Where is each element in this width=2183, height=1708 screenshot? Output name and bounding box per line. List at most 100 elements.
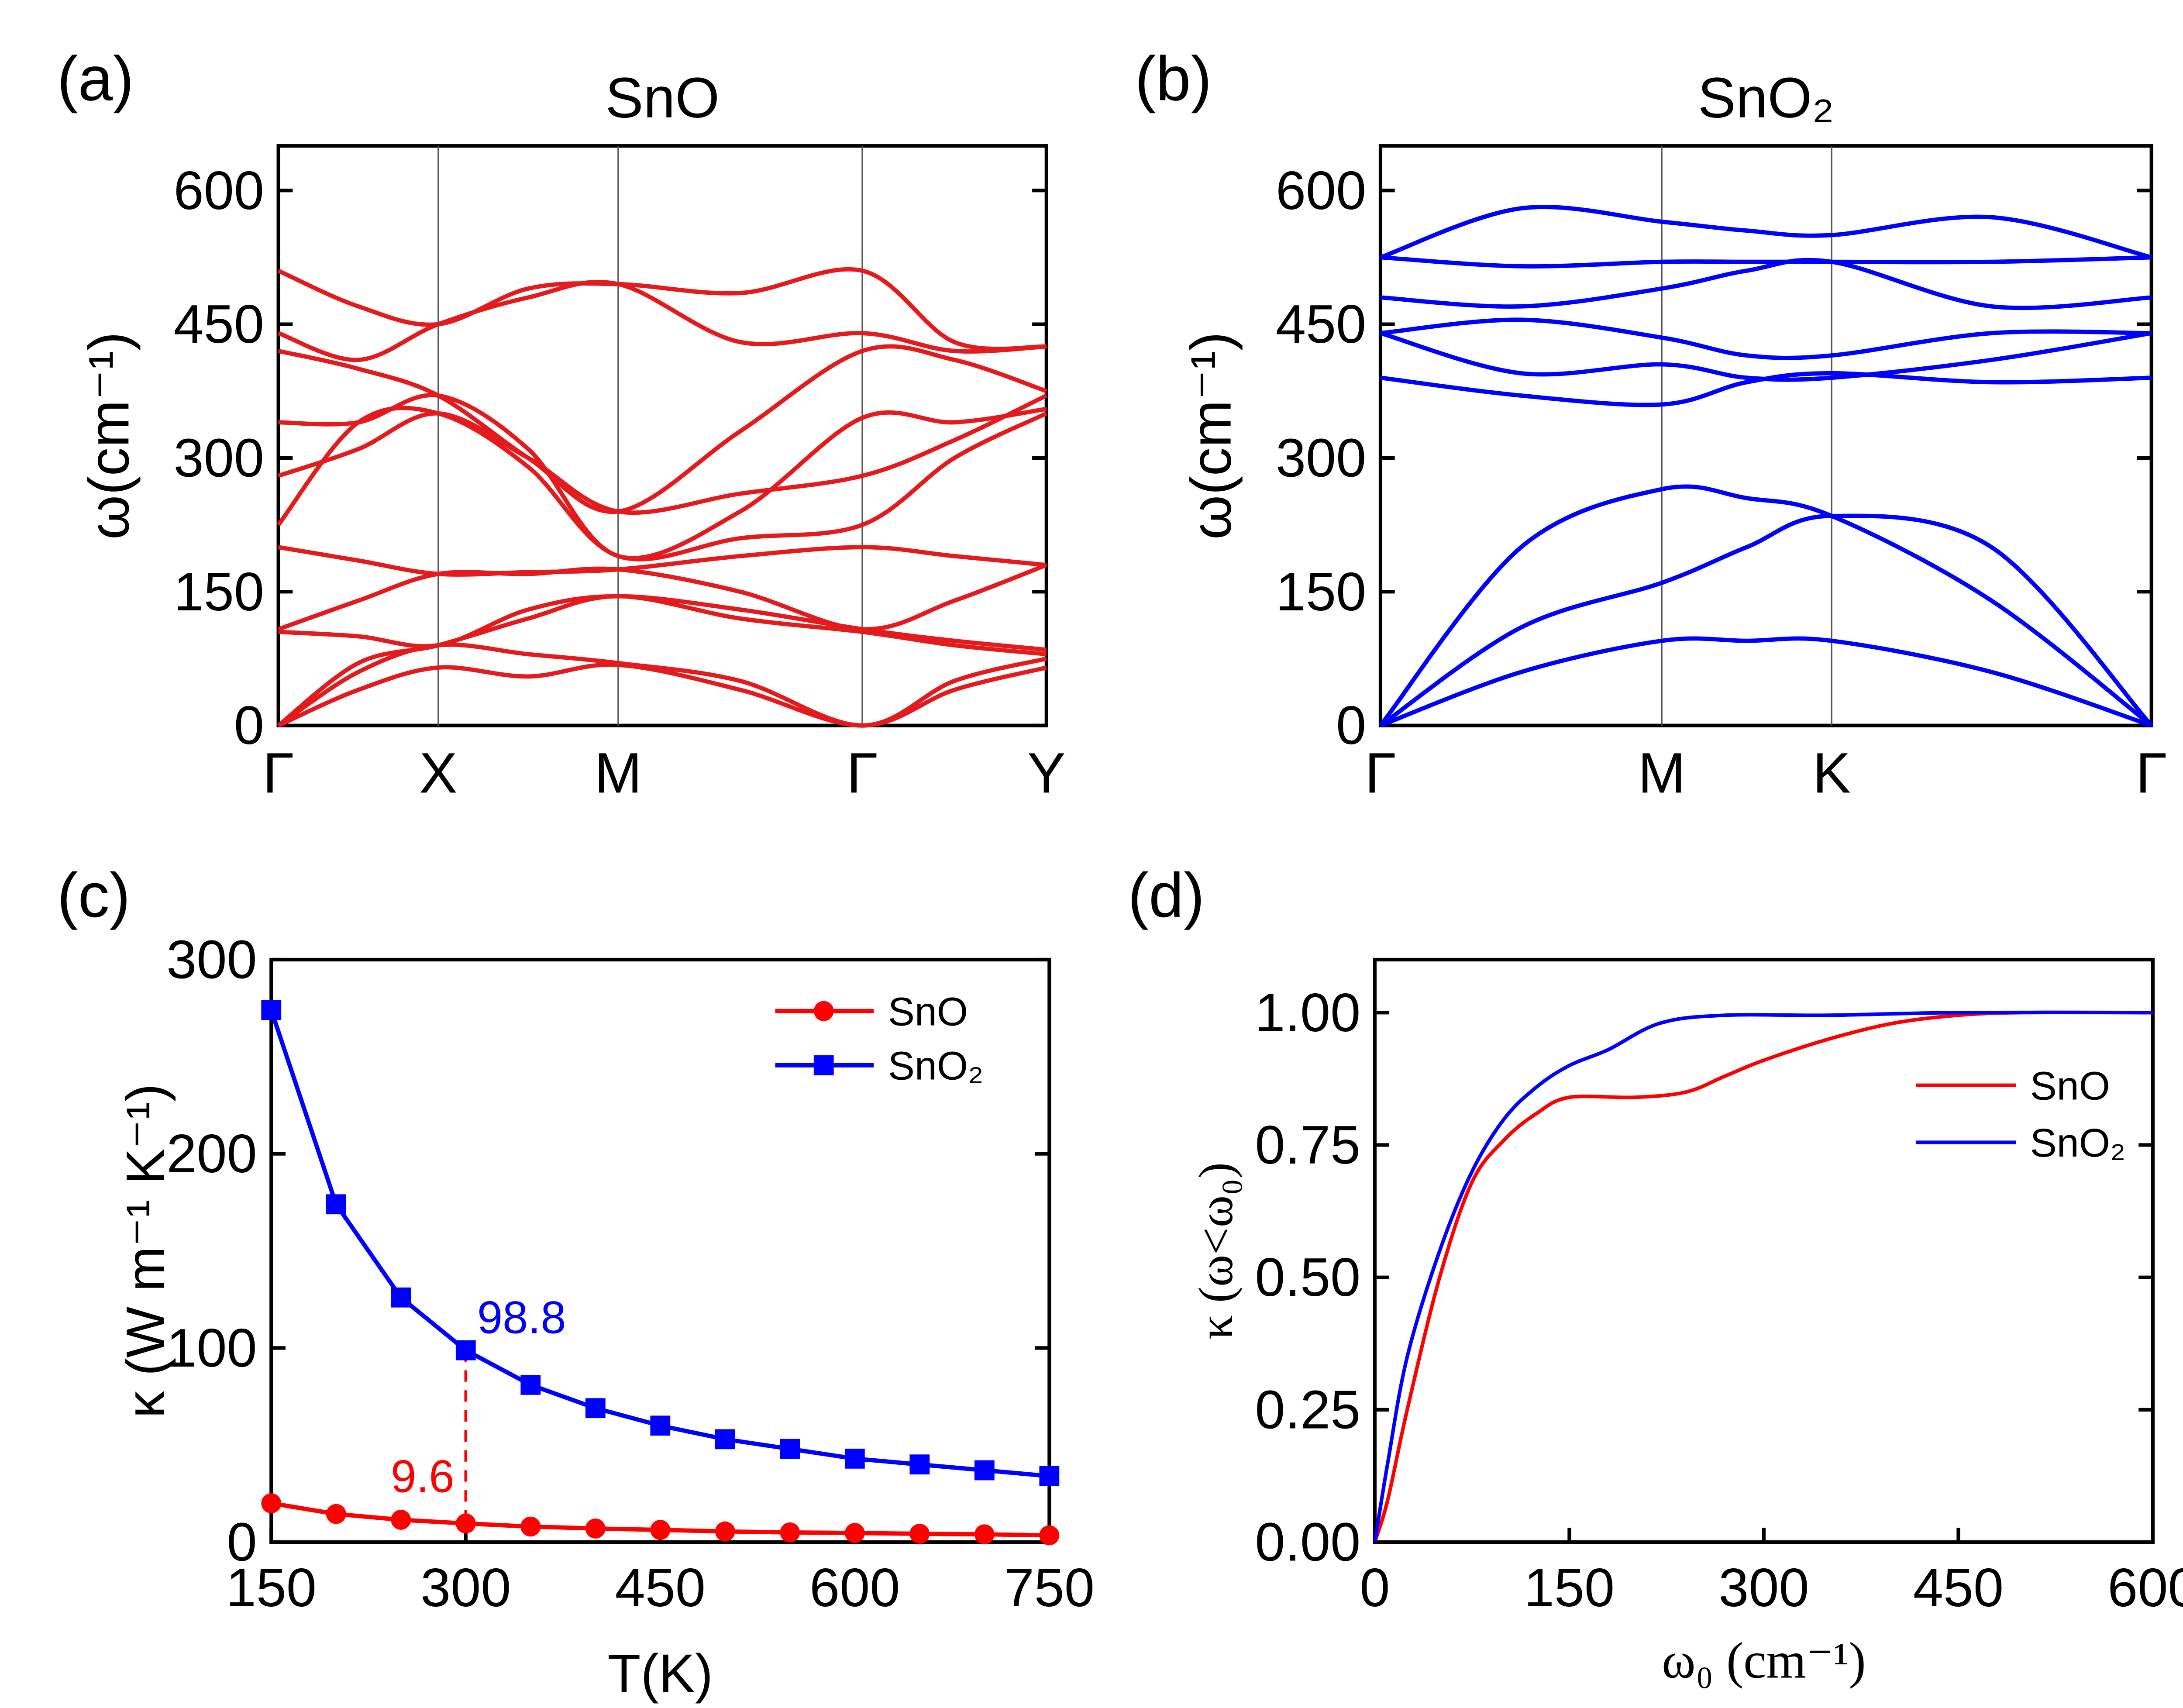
data-point	[520, 1516, 541, 1537]
y-tick-label: 0	[227, 1512, 257, 1573]
panel-label: (c)	[57, 861, 131, 930]
data-point	[326, 1504, 346, 1524]
y-axis-label: κ (W m⁻¹ K⁻¹)	[116, 1084, 176, 1418]
data-point	[391, 1287, 411, 1308]
legend-label: SnO	[888, 989, 968, 1034]
k-point-label: Γ	[2136, 741, 2167, 805]
k-point-label: K	[1813, 741, 1851, 805]
data-point	[326, 1194, 346, 1215]
y-tick-label: 200	[166, 1124, 257, 1184]
plot-frame	[1378, 144, 2153, 727]
x-tick-label: 450	[615, 1558, 706, 1618]
data-point	[585, 1519, 606, 1539]
x-tick-label: 600	[2107, 1558, 2183, 1618]
panel-label: (b)	[1135, 44, 1212, 114]
data-point	[780, 1439, 800, 1459]
y-axis-label: ω(cm⁻¹)	[77, 332, 141, 540]
data-point	[974, 1524, 995, 1545]
data-point	[909, 1524, 930, 1544]
data-point	[391, 1510, 411, 1530]
data-point	[261, 1000, 282, 1020]
data-point	[780, 1522, 800, 1543]
legend-label: SnO₂	[888, 1044, 984, 1088]
phonon-band	[1380, 255, 2152, 269]
y-tick-label: 1.00	[1255, 983, 1360, 1043]
band-structure-panel: (a) SnO Γ X M Γ Y 0 150 300 450 600 ω(cm⁻¹)	[57, 44, 1066, 805]
data-point	[520, 1374, 541, 1395]
phonon-band	[1380, 636, 2152, 728]
panel-label: (a)	[57, 44, 134, 114]
k-point-label: M	[594, 741, 642, 805]
panel-title: SnO	[605, 66, 720, 130]
phonon-band	[1380, 331, 2152, 382]
phonon-band	[1379, 513, 2153, 727]
y-axis-label: ω(cm⁻¹)	[1179, 332, 1243, 540]
data-point	[715, 1521, 735, 1542]
legend-marker	[813, 1055, 834, 1075]
y-tick-label: 150	[1276, 562, 1366, 622]
y-tick-label: 0.25	[1255, 1380, 1360, 1440]
y-tick-label: 450	[174, 294, 264, 355]
data-point	[715, 1429, 735, 1450]
phonon-band	[277, 594, 1047, 727]
data-point	[909, 1454, 930, 1475]
y-tick-label: 0	[1336, 696, 1366, 756]
x-axis-label: ω₀ (cm⁻¹)	[1662, 1632, 1866, 1689]
phonon-band	[1380, 205, 2152, 260]
data-point	[650, 1415, 671, 1436]
plot-frame	[276, 144, 1048, 727]
y-tick-label: 0.75	[1255, 1115, 1360, 1175]
data-point	[261, 1493, 282, 1514]
phonon-band	[1380, 371, 2152, 407]
x-tick-label: 450	[1913, 1558, 2004, 1618]
series-line	[1373, 1010, 2153, 1543]
phonon-band	[1380, 258, 2152, 310]
data-point	[1039, 1466, 1060, 1486]
data-point	[1039, 1525, 1060, 1546]
plot-frame	[1373, 957, 2155, 1544]
x-tick-label: 150	[226, 1558, 317, 1618]
phonon-band	[277, 563, 1047, 632]
y-tick-label: 450	[1276, 294, 1366, 355]
x-tick-label: 750	[1004, 1558, 1095, 1618]
k-point-label: Γ	[263, 741, 294, 805]
phonon-band	[278, 393, 1047, 515]
x-tick-label: 300	[420, 1558, 511, 1618]
y-tick-label: 150	[174, 562, 264, 622]
legend-label: SnO	[2030, 1064, 2110, 1108]
y-tick-label: 0.50	[1255, 1247, 1360, 1308]
data-point	[974, 1460, 995, 1481]
data-point	[455, 1513, 476, 1534]
cumulative-conductivity-panel: (d) 0.00 0.25 0.50 0.75 1.00 0 150 300 450 600 ω₀ (…	[1128, 861, 2183, 1689]
y-axis-label: κ (ω<ω₀)	[1189, 1162, 1243, 1340]
k-point-label: Γ	[847, 741, 878, 805]
k-point-label: Y	[1027, 741, 1065, 805]
series-line	[1373, 1010, 2153, 1543]
k-point-label: Γ	[1365, 741, 1396, 805]
phonon-band	[277, 279, 1047, 362]
y-tick-label: 600	[1276, 161, 1366, 221]
k-point-label: M	[1638, 741, 1686, 805]
legend-label: SnO₂	[2030, 1121, 2126, 1165]
y-tick-label: 300	[166, 930, 257, 990]
data-point	[650, 1520, 671, 1540]
x-tick-label: 0	[1360, 1558, 1390, 1618]
data-point	[844, 1448, 865, 1469]
y-tick-label: 300	[1276, 428, 1366, 488]
annotation-label: 98.8	[477, 1292, 566, 1343]
phonon-band	[278, 344, 1047, 514]
x-tick-label: 600	[809, 1558, 900, 1618]
phonon-band	[277, 642, 1047, 728]
annotation-label: 9.6	[391, 1451, 454, 1502]
x-axis-label: T(K)	[608, 1643, 713, 1704]
y-tick-label: 600	[174, 161, 264, 221]
y-tick-label: 0.00	[1255, 1512, 1360, 1573]
legend-marker	[813, 1001, 834, 1021]
y-tick-label: 0	[234, 696, 264, 756]
phonon-band	[277, 267, 1047, 351]
phonon-band	[278, 594, 1047, 652]
phonon-band	[278, 393, 1047, 561]
k-point-label: X	[419, 741, 457, 805]
